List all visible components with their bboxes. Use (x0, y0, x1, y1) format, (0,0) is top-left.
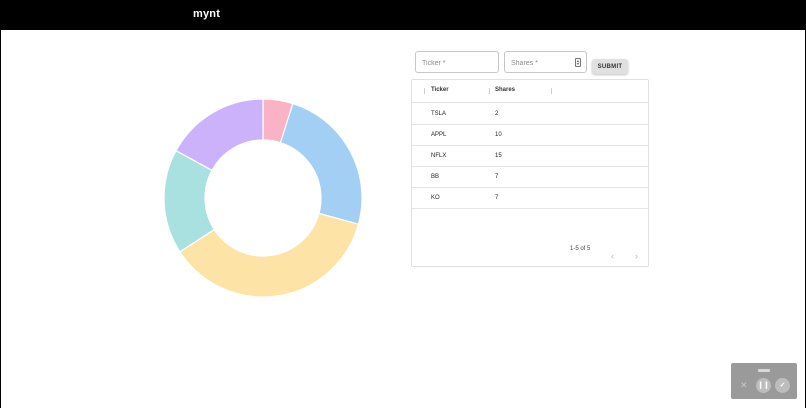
shares-cell: 7 (495, 174, 499, 180)
pause-icon[interactable]: ❙❙ (756, 378, 771, 393)
holdings-table: Ticker Shares TSLA 2 APPL 10 NFLX 15 BB … (411, 79, 649, 267)
shares-input[interactable] (505, 53, 586, 74)
portfolio-donut-chart (164, 99, 362, 297)
chevron-right-icon[interactable]: › (635, 251, 638, 261)
table-row[interactable]: TSLA 2 (412, 103, 648, 125)
recording-controls: ✕ ❙❙ ✓ (731, 363, 797, 399)
app-title: mynt (193, 8, 221, 20)
table-header: Ticker Shares (412, 80, 648, 103)
shares-cell: 15 (495, 153, 502, 159)
ticker-cell: APPL (431, 132, 447, 138)
ticker-cell: NFLX (431, 153, 447, 159)
shares-field[interactable] (504, 51, 587, 74)
table-row[interactable]: NFLX 15 (412, 145, 648, 167)
window-edge-left (0, 30, 1, 408)
number-spinner-icon[interactable] (575, 58, 581, 67)
ticker-field[interactable] (415, 51, 499, 74)
ticker-cell: TSLA (431, 111, 447, 117)
shares-cell: 7 (495, 195, 499, 201)
pagination-text: 1-5 of 5 (570, 246, 591, 252)
ticker-cell: KO (431, 195, 440, 201)
chevron-left-icon[interactable]: ‹ (611, 251, 614, 261)
column-separator[interactable] (551, 88, 552, 94)
app-bar: mynt (0, 0, 806, 30)
submit-button[interactable]: SUBMIT (592, 59, 628, 74)
recording-label-bar (758, 369, 770, 372)
shares-cell: 10 (495, 132, 502, 138)
donut-slice-nflx[interactable] (179, 212, 360, 297)
column-separator[interactable] (489, 88, 490, 94)
column-header-ticker[interactable]: Ticker (431, 87, 449, 93)
table-row[interactable]: APPL 10 (412, 124, 648, 146)
donut-slice-ko[interactable] (175, 99, 264, 172)
column-header-shares[interactable]: Shares (495, 87, 516, 93)
ticker-input[interactable] (416, 53, 498, 74)
column-separator[interactable] (424, 88, 425, 94)
table-row[interactable]: BB 7 (412, 166, 648, 188)
check-icon[interactable]: ✓ (775, 378, 790, 393)
donut-slice-appl[interactable] (279, 102, 362, 225)
table-row[interactable]: KO 7 (412, 187, 648, 209)
shares-cell: 2 (495, 111, 499, 117)
ticker-cell: BB (431, 174, 440, 180)
close-icon[interactable]: ✕ (740, 380, 748, 390)
